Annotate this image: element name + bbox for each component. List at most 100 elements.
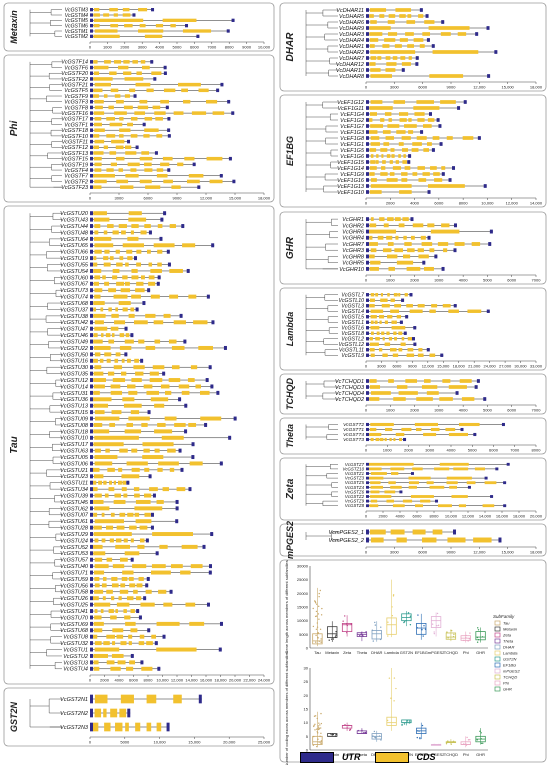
scale-tick-label: 9000 (242, 45, 252, 50)
utr-block (366, 190, 369, 194)
cds-block (384, 490, 396, 494)
cds-block (123, 403, 142, 408)
utr-block (133, 94, 137, 98)
cds-block (115, 544, 130, 549)
utr-block (366, 304, 369, 308)
cds-block (386, 331, 390, 335)
gene-label: VcGSTU05 (60, 455, 89, 461)
cds-block (116, 281, 125, 286)
tree-branch (324, 173, 338, 181)
cds-block (155, 117, 163, 121)
scale-tick-label: 0 (365, 278, 368, 283)
box (327, 626, 338, 639)
panel-lambda: LambdaVcGSTL7VcGSTL10VcGSTL3VcGSTL4VcGST… (279, 287, 547, 371)
gene-label: VcGSTF6 (64, 65, 88, 71)
cds-block (385, 136, 395, 140)
cds-block (369, 432, 382, 437)
jitter-point (476, 641, 479, 643)
utr-block (366, 38, 369, 42)
utr-block (366, 154, 369, 158)
scale-tick-label: 12,000 (473, 550, 486, 555)
legend-entry: Zeta (502, 633, 512, 638)
gene-label: VcGSTF17 (61, 117, 89, 123)
cds-block (129, 660, 136, 665)
cds-block (403, 235, 407, 240)
cds-block (387, 32, 398, 36)
gene-label: VcGST2N2 (60, 711, 88, 717)
gene-label: VcGSTU18 (60, 429, 89, 435)
cds-block (115, 352, 121, 357)
jitter-point (316, 745, 318, 748)
legend-entry: Lambda (503, 651, 518, 656)
cds-block (384, 112, 392, 116)
cds-block (206, 156, 223, 161)
utr-block (431, 148, 435, 152)
cds-block (160, 162, 170, 167)
cds-block (440, 100, 456, 104)
utr-block (124, 352, 128, 357)
cds-block (382, 337, 385, 341)
utr-block (150, 525, 154, 530)
cds-swatch (374, 751, 409, 763)
cds-block (114, 111, 127, 115)
cds-block (189, 621, 205, 626)
jitter-point (315, 610, 318, 613)
scale-tick-label: 7000 (532, 408, 542, 413)
utr-block (90, 551, 93, 556)
cds-block (99, 358, 104, 363)
utr-block (366, 348, 369, 352)
cds-block (402, 217, 409, 222)
scale-tick-label: 18,000 (530, 550, 543, 555)
cds-block (401, 62, 411, 66)
utr-block (178, 397, 182, 402)
panel-title: mPGES2 (285, 521, 295, 559)
utr-block (205, 378, 209, 383)
cds-block (448, 309, 459, 313)
utr-block (169, 589, 173, 594)
utr-block (90, 384, 93, 389)
cds-block (400, 56, 406, 60)
cds-block (384, 437, 387, 442)
cds-block (121, 487, 127, 492)
cds-block (94, 602, 111, 607)
cds-block (438, 504, 452, 508)
cds-block (163, 602, 173, 607)
utr-block (366, 229, 369, 234)
utr-block (90, 8, 93, 12)
utr-block (488, 242, 492, 246)
cds-block (370, 56, 377, 60)
gene-label: VcGSTU61 (60, 519, 88, 525)
jitter-point (416, 627, 419, 629)
cds-block (93, 628, 103, 633)
cds-block (382, 130, 391, 134)
legend-key (494, 674, 501, 680)
cds-block (111, 139, 125, 144)
utr-block (183, 339, 187, 344)
scale-tick-label: 0 (365, 85, 368, 90)
panel-title: Phi (9, 121, 20, 137)
cds-block (388, 481, 396, 485)
scale-tick-label: 5000 (173, 45, 183, 50)
gene-label: VcTCHQD2 (335, 397, 364, 403)
utr-block (180, 467, 184, 472)
cds-block (442, 304, 451, 308)
x-category-label: TCHQD (444, 752, 458, 757)
jitter-point (344, 724, 346, 726)
gene-label: VcGHR4 (342, 236, 364, 242)
cds-block (163, 88, 176, 93)
utr-block (90, 365, 93, 370)
utr-block (428, 112, 432, 116)
cds-block (110, 512, 115, 517)
cds-block (442, 379, 451, 383)
jitter-point (331, 733, 333, 736)
cds-block (137, 544, 145, 549)
gene-label: VcGSTF5 (64, 88, 89, 94)
scale-tick-label: 3000 (425, 448, 435, 453)
cds-block (384, 342, 391, 346)
cds-block (428, 26, 470, 30)
jitter-point (329, 733, 332, 735)
gene-label: VcGSTZ8 (345, 503, 365, 508)
cds-block (390, 485, 402, 489)
cds-block (429, 353, 436, 357)
cds-block (376, 331, 380, 335)
